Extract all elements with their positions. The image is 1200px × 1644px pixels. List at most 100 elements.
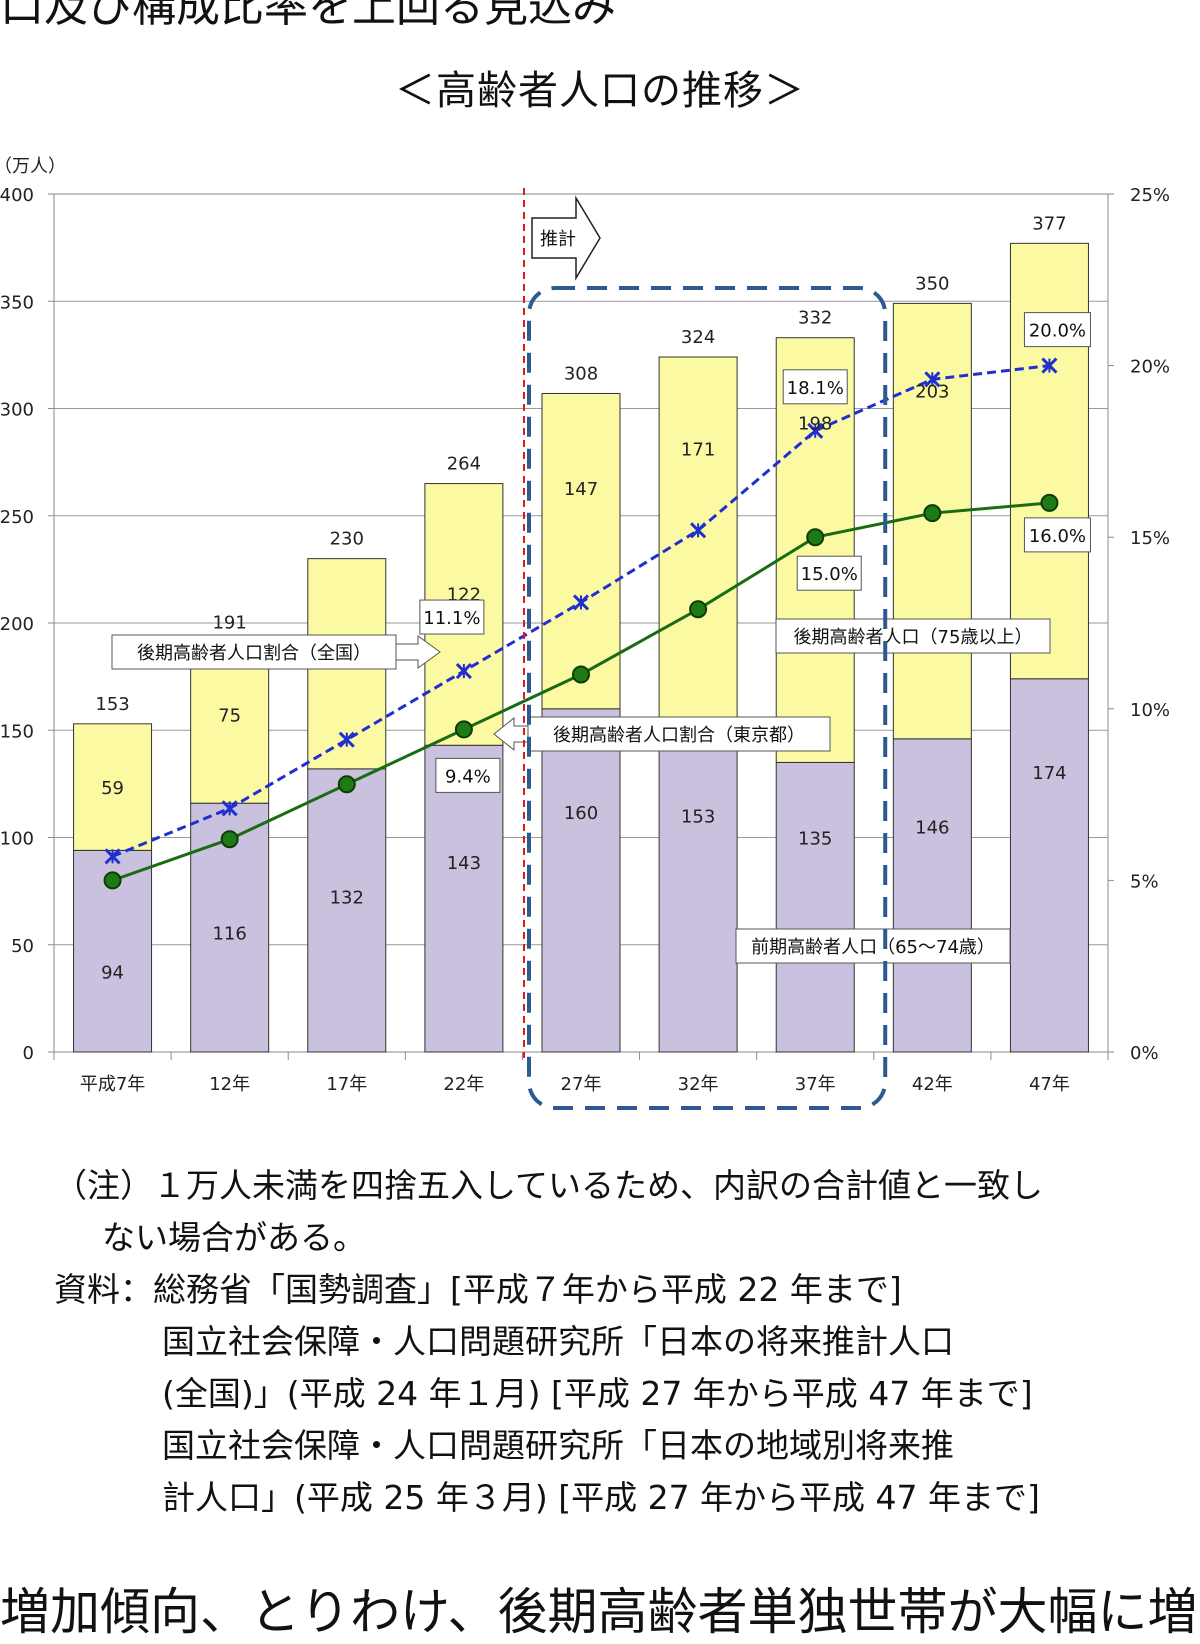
chart-title: ＜高齢者人口の推移＞ — [395, 68, 805, 114]
bar-value-label-kouki: 147 — [564, 479, 598, 500]
bar-zenki — [307, 768, 387, 1053]
arrow-right-icon — [395, 635, 441, 669]
x-tick-label: 42年 — [912, 1074, 953, 1095]
annotation-kouki-tokyo: 後期高齢者人口割合（東京都） — [493, 716, 831, 752]
pct-label-tokyo-h37: 15.0% — [796, 555, 862, 591]
marker-tokyo — [103, 871, 122, 890]
bar-zenki — [1009, 678, 1089, 1053]
bar-value-label-zenki: 174 — [1032, 763, 1066, 784]
pct-label-zenkoku-h47: 20.0% — [1023, 312, 1091, 348]
x-tick-label: 17年 — [326, 1074, 367, 1095]
y-tick-label: 300 — [0, 400, 34, 421]
y-tick-label: 0 — [23, 1043, 34, 1064]
y-tick-label: 200 — [0, 614, 34, 635]
bar-value-label-zenki: 153 — [681, 807, 715, 828]
y-tick-label: 350 — [0, 292, 34, 313]
bar-total-label: 308 — [564, 363, 598, 384]
bar-value-label-kouki: 171 — [681, 440, 715, 461]
y-axis-unit-label: （万人） — [0, 156, 66, 177]
bar-total-label: 324 — [681, 327, 715, 348]
bar-value-label-kouki: 198 — [798, 414, 832, 435]
annotation-text: 18.1% — [787, 378, 844, 399]
y2-tick-label: 15% — [1130, 528, 1170, 549]
arrow-left-icon — [493, 716, 529, 752]
bar-value-label-zenki: 160 — [564, 803, 598, 824]
y-tick-label: 50 — [11, 936, 34, 957]
bar-kouki — [658, 356, 738, 725]
bar-total-label: 264 — [447, 454, 481, 475]
bar-kouki — [1009, 242, 1089, 680]
bar-kouki — [541, 392, 621, 710]
source-line: 国立社会保障・人口問題研究所「日本の将来推計人口 — [162, 1322, 954, 1361]
marker-tokyo — [337, 775, 356, 794]
bar-value-label-zenki: 94 — [101, 962, 124, 983]
bar-value-label-zenki: 143 — [447, 853, 481, 874]
y-tick-label: 100 — [0, 829, 34, 850]
annotation-text: 11.1% — [423, 608, 480, 629]
bar-zenki — [775, 761, 855, 1053]
marker-zenkoku — [338, 731, 355, 748]
y2-tick-label: 0% — [1130, 1043, 1159, 1064]
marker-zenkoku — [924, 371, 941, 388]
bar-total-label: 153 — [95, 694, 129, 715]
estimate-arrow: 推計 — [531, 195, 601, 281]
y2-tick-label: 25% — [1130, 185, 1170, 206]
estimate-label: 推計 — [540, 229, 576, 250]
chart-notes: （注）１万人未満を四捨五入しているため、内訳の合計値と一致し ない場合がある。 … — [54, 1160, 1043, 1524]
annotation-text: 20.0% — [1029, 321, 1086, 342]
annotation-text: 前期高齢者人口（65～74歳） — [751, 937, 995, 958]
bar-total-label: 191 — [212, 612, 246, 633]
x-tick-label: 47年 — [1029, 1074, 1070, 1095]
bar-zenki — [658, 723, 738, 1053]
bar-value-label-zenki: 132 — [330, 887, 364, 908]
source-line: (全国)」(平成 24 年１月) [平成 27 年から平成 47 年まで] — [162, 1374, 1033, 1413]
marker-zenkoku — [1041, 357, 1058, 374]
marker-tokyo — [220, 830, 239, 849]
y-tick-label: 250 — [0, 507, 34, 528]
bar-total-label: 332 — [798, 308, 832, 329]
bar-kouki — [775, 337, 855, 763]
y2-tick-label: 20% — [1130, 357, 1170, 378]
annotation-text: 後期高齢者人口（75歳以上） — [794, 627, 1033, 648]
bar-total-label: 350 — [915, 273, 949, 294]
marker-tokyo — [689, 600, 708, 619]
x-tick-label: 27年 — [561, 1074, 602, 1095]
annotation-text: 9.4% — [445, 766, 491, 787]
x-tick-label: 平成7年 — [80, 1074, 145, 1095]
marker-zenkoku — [807, 422, 824, 439]
y-tick-label: 400 — [0, 185, 34, 206]
annotation-kouki-zenkoku: 後期高齢者人口割合（全国） — [111, 634, 441, 670]
bar-value-label-zenki: 146 — [915, 818, 949, 839]
bar-value-label-zenki: 116 — [212, 924, 246, 945]
bar-value-label-kouki: 59 — [101, 778, 124, 799]
x-tick-label: 37年 — [795, 1074, 836, 1095]
x-tick-label: 22年 — [443, 1074, 484, 1095]
x-tick-label: 12年 — [209, 1074, 250, 1095]
bar-zenki — [424, 744, 504, 1053]
bar-total-label: 377 — [1032, 213, 1066, 234]
marker-zenkoku — [572, 594, 590, 611]
annotation-text: 15.0% — [801, 564, 858, 585]
previous-section-text: 口及び構成比率を上回る見込み — [0, 0, 616, 32]
bar-zenki — [541, 708, 621, 1053]
source-line: 国立社会保障・人口問題研究所「日本の地域別将来推 — [162, 1426, 954, 1465]
next-section-text: 増加傾向、とりわけ、後期高齢者単独世帯が大幅に増 — [0, 1583, 1198, 1641]
arrow-right-icon — [531, 195, 601, 281]
marker-tokyo — [923, 504, 942, 523]
annotation-text: 後期高齢者人口割合（全国） — [137, 643, 371, 664]
source-line: 資料：総務省「国勢調査」[平成７年から平成 22 年まで] — [54, 1270, 902, 1309]
source-line: 計人口」(平成 25 年３月) [平成 27 年から平成 47 年まで] — [162, 1478, 1040, 1517]
marker-zenkoku — [221, 800, 238, 817]
y2-tick-label: 10% — [1130, 700, 1170, 721]
bar-value-label-zenki: 135 — [798, 829, 832, 850]
bar-zenki — [892, 738, 972, 1053]
marker-tokyo — [572, 665, 590, 684]
bar-value-label-kouki: 75 — [218, 706, 241, 727]
annotation-kouki-pop: 後期高齢者人口（75歳以上） — [775, 618, 1051, 654]
annotation-text: 後期高齢者人口割合（東京都） — [553, 725, 805, 746]
marker-zenkoku — [690, 522, 707, 539]
annotation-zenki-pop: 前期高齢者人口（65～74歳） — [735, 928, 1011, 964]
y-tick-label: 150 — [0, 721, 34, 742]
pct-label-tokyo-h22: 9.4% — [435, 757, 501, 793]
pct-label-tokyo-h47: 16.0% — [1023, 517, 1091, 553]
